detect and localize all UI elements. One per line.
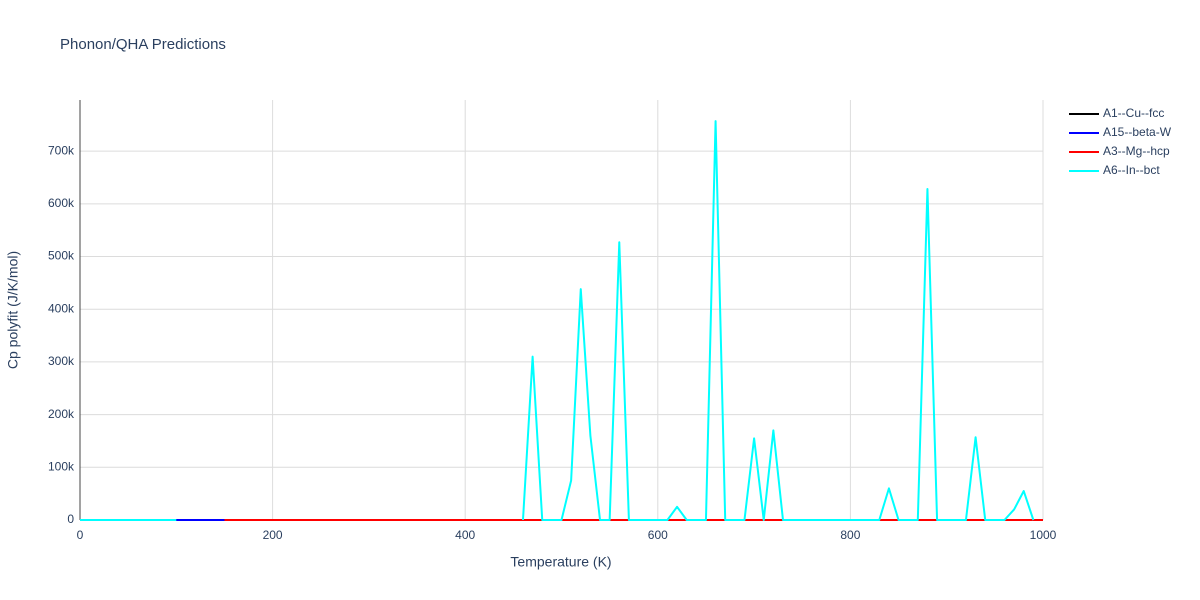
line-series [80, 120, 1035, 521]
x-tick-label: 0 [77, 528, 84, 542]
y-tick-label: 500k [48, 249, 75, 263]
y-axis-title: Cp polyfit (J/K/mol) [5, 251, 21, 369]
legend-label: A15--beta-W [1103, 125, 1172, 139]
y-tick-label: 0 [67, 512, 74, 526]
y-tick-label: 200k [48, 407, 75, 421]
chart-title: Phonon/QHA Predictions [60, 36, 226, 53]
legend-label: A1--Cu--fcc [1103, 106, 1164, 120]
y-tick-label: 700k [48, 143, 75, 157]
x-tick-label: 1000 [1030, 528, 1057, 542]
legend-label: A3--Mg--hcp [1103, 144, 1170, 158]
y-tick-label: 300k [48, 354, 75, 368]
legend-label: A6--In--bct [1103, 163, 1160, 177]
x-tick-label: 200 [263, 528, 283, 542]
x-tick-label: 400 [455, 528, 475, 542]
x-axis-title: Temperature (K) [510, 554, 611, 570]
x-tick-label: 800 [840, 528, 860, 542]
x-tick-label: 600 [648, 528, 668, 542]
y-tick-label: 100k [48, 459, 75, 473]
y-tick-label: 400k [48, 301, 75, 315]
y-tick-label: 600k [48, 196, 75, 210]
